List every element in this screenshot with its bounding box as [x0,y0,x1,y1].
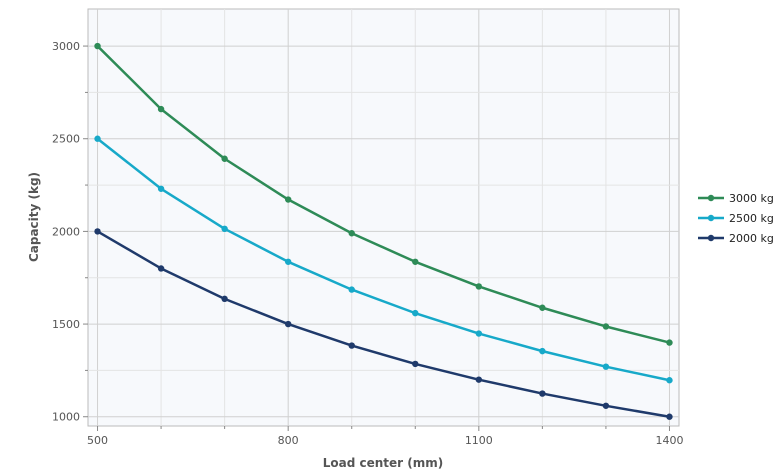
y-tick-label: 1500 [52,318,80,331]
legend-label: 2000 kg [729,232,774,245]
plot-area [87,8,680,427]
series-2500-kg [94,135,673,384]
data-point [539,347,546,355]
data-point [348,286,355,293]
legend-label: 3000 kg [729,192,774,205]
series-2000-kg [94,228,673,420]
data-point [157,105,165,113]
series-layer [94,42,673,420]
data-point [412,309,419,317]
series-3000-kg [94,42,673,346]
legend-marker [707,194,715,202]
data-point [539,390,546,397]
y-tick-label: 3000 [52,40,80,53]
data-point [666,377,673,384]
y-tick-label: 2500 [52,133,80,146]
y-axis-title: Capacity (kg) [27,172,41,262]
data-point [284,258,292,265]
data-point [412,360,419,368]
series-line [96,230,670,418]
data-point [412,258,419,265]
data-point [602,402,610,409]
data-point [539,304,546,311]
legend-label: 2500 kg [729,212,774,225]
data-point [221,225,228,233]
x-tick-label: 800 [278,434,299,447]
data-point [666,339,673,346]
y-tick-label: 2000 [52,225,80,238]
data-point [284,196,292,203]
legend-marker [707,214,715,222]
x-axis-title: Load center (mm) [323,456,444,470]
x-axis: 500 800 1100 1400 [87,426,683,447]
data-point [94,228,101,235]
data-point [94,42,101,50]
data-point [348,230,355,237]
data-point [157,185,165,192]
legend-item: 2500 kg [698,212,774,225]
data-point [94,135,101,142]
x-tick-label: 1400 [655,434,683,447]
data-point [348,342,355,349]
data-point [221,295,228,303]
data-point [602,323,610,330]
data-point [475,283,483,290]
y-tick-label: 1000 [52,411,80,424]
series-line [96,137,670,382]
legend: 3000 kg 2500 kg 2000 kg [698,192,774,245]
x-tick-label: 1100 [465,434,493,447]
data-point [221,155,228,162]
legend-item: 2000 kg [698,232,774,245]
y-axis: 1000 1500 2000 2500 3000 [52,40,88,424]
data-point [602,363,610,370]
data-point [157,265,165,272]
legend-item: 3000 kg [698,192,774,205]
series-line [96,45,670,344]
data-point [475,330,483,337]
data-point [475,376,483,383]
grid-lines [88,9,679,426]
legend-marker [707,234,715,242]
data-point [284,320,292,328]
data-point [666,413,673,420]
x-tick-label: 500 [87,434,108,447]
